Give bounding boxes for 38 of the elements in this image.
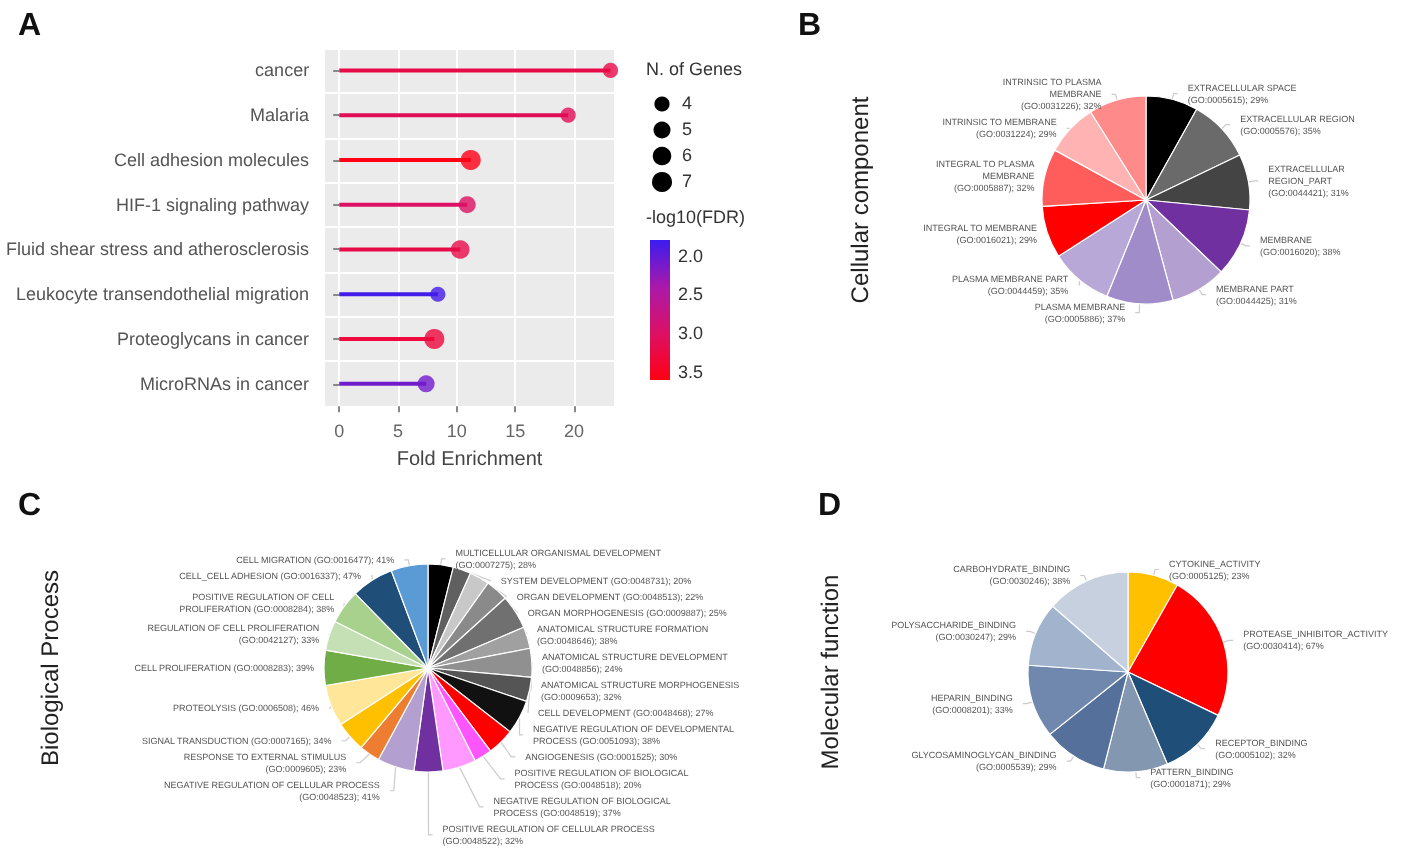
x-tick-label: 5 bbox=[392, 421, 403, 442]
y-tick-label: Cell adhesion molecules bbox=[114, 149, 311, 170]
legend-label: 6 bbox=[682, 145, 693, 165]
x-tick-label: 10 bbox=[446, 421, 467, 442]
x-tick-label: 20 bbox=[564, 421, 585, 442]
x-tick-label: 15 bbox=[505, 421, 526, 442]
x-axis-title: Fold Enrichment bbox=[396, 449, 543, 471]
point bbox=[602, 62, 619, 78]
text: A bbox=[18, 9, 42, 43]
y-tick-label: Leukocyte transendothelial migration bbox=[15, 284, 310, 305]
color-bar-label: 2.0 bbox=[678, 245, 704, 266]
chart-title: C bbox=[18, 489, 42, 523]
legend-label: 7 bbox=[682, 171, 693, 191]
x-tick-label: 0 bbox=[334, 421, 345, 442]
legend-label: 5 bbox=[682, 119, 693, 139]
point bbox=[560, 107, 576, 123]
y-tick-label: HIF-1 signaling pathway bbox=[116, 194, 311, 215]
color-bar-label: 3.0 bbox=[678, 323, 704, 344]
color-bar-label: 3.5 bbox=[678, 362, 704, 383]
chart-title: D bbox=[818, 489, 842, 523]
point bbox=[417, 375, 435, 393]
y-tick-label: Proteoglycans in cancer bbox=[117, 329, 310, 350]
point bbox=[460, 149, 481, 170]
y-tick-label: MicroRNAs in cancer bbox=[140, 373, 310, 394]
text: Molecular function bbox=[816, 574, 844, 770]
legend-title: N. of Genes bbox=[646, 59, 744, 79]
point bbox=[450, 240, 470, 259]
point bbox=[458, 196, 476, 214]
color-bar-title: -log10(FDR) bbox=[646, 207, 746, 227]
text: Biological Process bbox=[36, 569, 64, 767]
y-tick-label: cancer bbox=[255, 60, 310, 81]
color-bar-label: 2.5 bbox=[678, 284, 704, 305]
legend-label: 4 bbox=[682, 93, 693, 113]
text: Cellular component bbox=[846, 95, 874, 304]
y-tick-label: Fluid shear stress and atherosclerosis bbox=[5, 239, 311, 260]
point bbox=[430, 286, 446, 302]
y-tick-label: Malaria bbox=[250, 105, 310, 126]
chart-title: B bbox=[798, 9, 822, 43]
